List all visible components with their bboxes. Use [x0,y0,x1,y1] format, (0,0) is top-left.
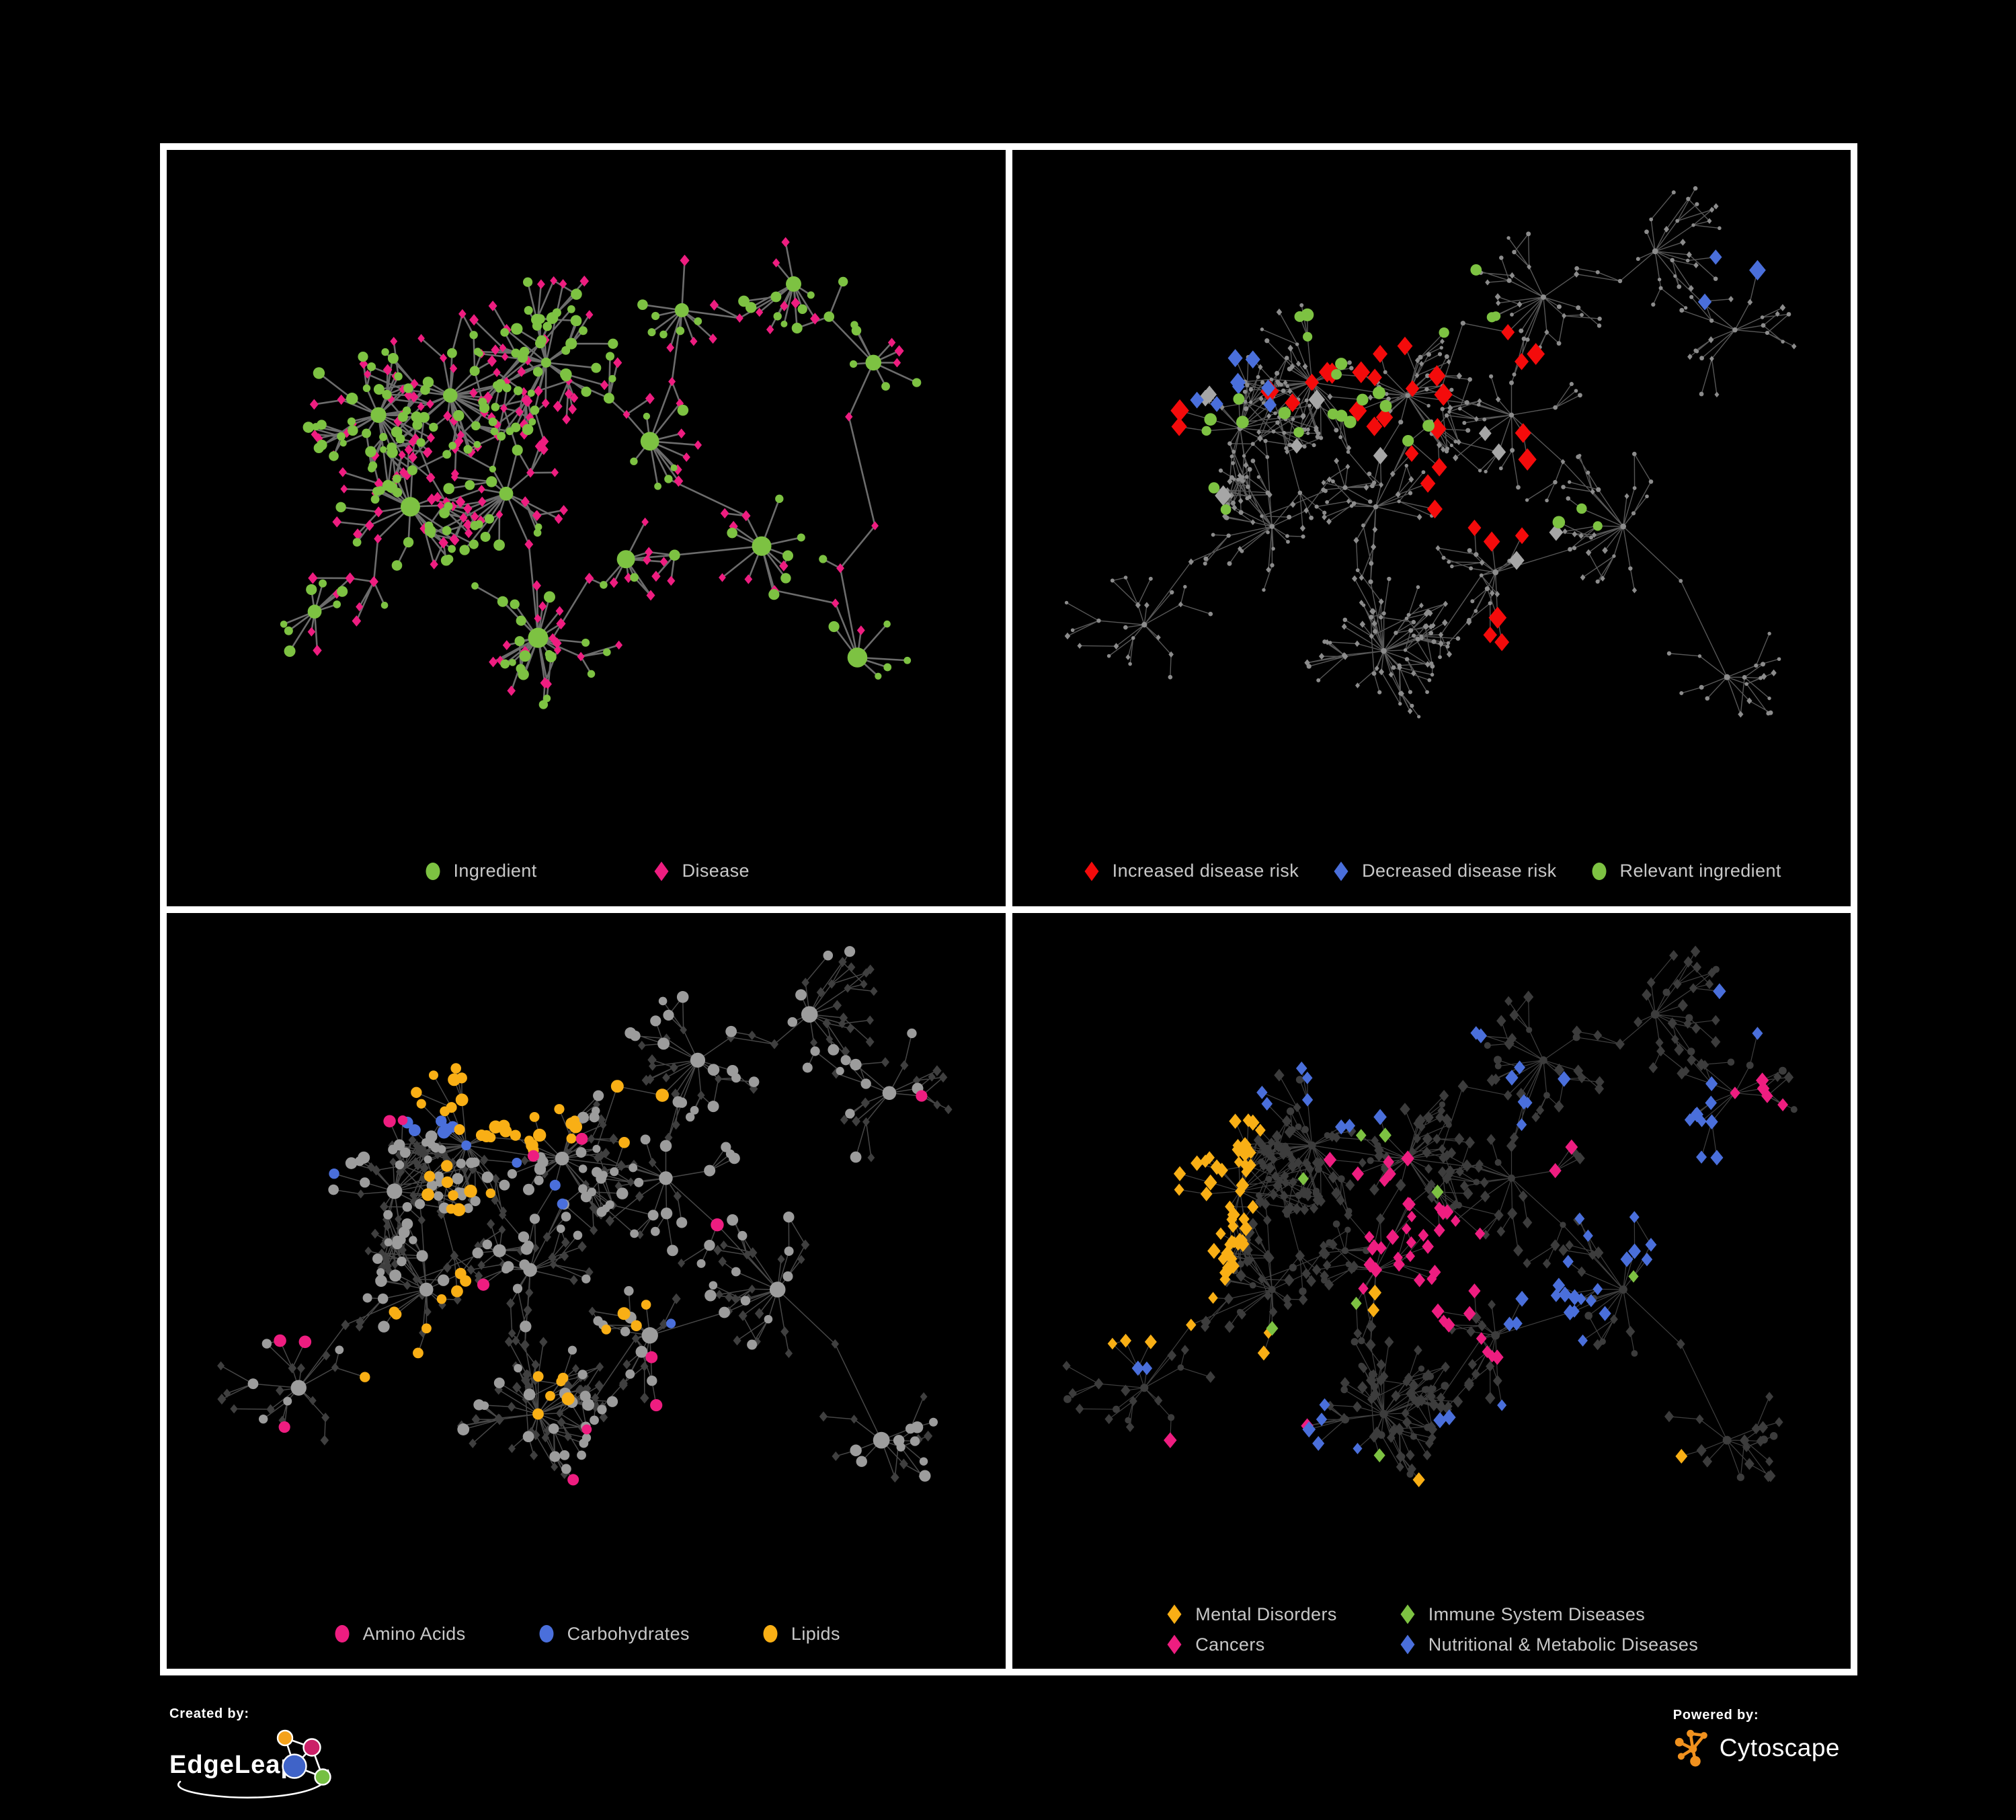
powered-by-label: Powered by: [1672,1708,1759,1723]
legend-item-carbohydrates: Carbohydrates [536,1623,690,1645]
legend-item-immune-system-diseases: Immune System Diseases [1398,1604,1698,1625]
circle-nodes [303,306,618,513]
circle-nodes [329,1115,676,1329]
cytoscape-credit: Powered by: Cytoscape [1673,1708,1840,1767]
circle-nodes [280,276,922,709]
edgeleap-wordmark: EdgeLeap [169,1751,297,1779]
ingredient-disease-network-canvas [280,237,922,709]
edgeleap-logo-icon: EdgeLeap [169,1729,331,1798]
legend: Ingredient Disease [167,861,1006,882]
panel-grid: Ingredient Disease Increased disease risk D… [160,143,1857,1675]
legend: Mental Disorders Cancers Immune System Dis… [1012,1604,1851,1655]
created-by-label: Created by: [169,1706,249,1721]
legend-diamond-icon [1334,861,1348,881]
legend-label: Ingredient [453,861,537,881]
panel-disease-risk-network: Increased disease risk Decreased disease … [1012,150,1851,906]
legend-item-ingredient: Ingredient [423,861,537,882]
legend-diamond-icon [1084,861,1099,881]
legend-item-mental-disorders: Mental Disorders [1164,1604,1336,1625]
circle-nodes [247,945,938,1482]
diamond-nodes [1107,1113,1687,1487]
legend-label: Carbohydrates [567,1623,690,1644]
legend-item-cancers: Cancers [1164,1634,1336,1655]
cytoscape-wordmark: Cytoscape [1719,1733,1840,1762]
legend-circle-icon [426,862,440,880]
edgeleap-network-nodes [276,1729,331,1786]
legend: Amino Acids Carbohydrates Lipids [167,1623,1006,1645]
legend-diamond-icon [1400,1604,1415,1624]
legend-item-amino-acids: Amino Acids [332,1623,466,1645]
diamond-nodes [1064,203,1797,718]
legend-item-decreased-disease-risk: Decreased disease risk [1331,861,1556,882]
legend-label: Relevant ingredient [1619,861,1781,881]
legend-label: Immune System Diseases [1428,1604,1646,1624]
network-edges [282,241,918,706]
nutrient-class-network-canvas [217,945,953,1485]
cytoscape-brand-row: Cytoscape [1673,1729,1840,1767]
circle-nodes [1064,186,1791,719]
legend-label: Decreased disease risk [1362,861,1557,881]
panel-disease-category-network: Mental Disorders Cancers Immune System Dis… [1012,912,1851,1669]
circle-nodes [274,1089,928,1485]
legend-item-relevant-ingredient: Relevant ingredient [1589,861,1781,882]
disease-risk-network-canvas [1064,186,1797,719]
legend-item-nutritional-metabolic-diseases: Nutritional & Metabolic Diseases [1398,1634,1698,1655]
legend-label: Increased disease risk [1112,861,1299,881]
legend-item-lipids: Lipids [760,1623,840,1645]
legend-label: Disease [682,861,750,881]
legend-item-disease: Disease [651,861,750,882]
circle-nodes [1201,264,1603,531]
legend-diamond-icon [1167,1604,1182,1624]
circle-nodes [1063,965,1798,1481]
cytoscape-logo-icon [1675,1729,1707,1767]
legend-circle-icon [335,1625,350,1643]
circle-nodes [360,1062,669,1420]
panel-ingredient-disease-network: Ingredient Disease [167,150,1006,906]
legend-label: Amino Acids [362,1623,466,1644]
legend-circle-icon [763,1625,778,1643]
edgeleap-credit: Created by: EdgeLeap [169,1706,337,1798]
legend: Increased disease risk Decreased disease … [1012,861,1851,882]
disease-category-network-canvas [1061,945,1798,1487]
legend-diamond-icon [654,861,669,881]
legend-diamond-icon [1400,1634,1415,1655]
panel-nutrient-class-network: Amino Acids Carbohydrates Lipids [167,912,1006,1669]
diamond-nodes [1131,983,1763,1454]
cytoscape-network-nodes [1675,1729,1707,1767]
legend-item-increased-disease-risk: Increased disease risk [1082,861,1299,882]
legend-circle-icon [539,1625,554,1643]
legend-label: Mental Disorders [1195,1604,1337,1624]
legend-label: Lipids [791,1623,840,1644]
legend-diamond-icon [1167,1634,1182,1655]
legend-circle-icon [1592,862,1607,880]
legend-label: Cancers [1195,1634,1265,1655]
legend-label: Nutritional & Metabolic Diseases [1428,1634,1699,1655]
network-edges [1065,188,1795,717]
